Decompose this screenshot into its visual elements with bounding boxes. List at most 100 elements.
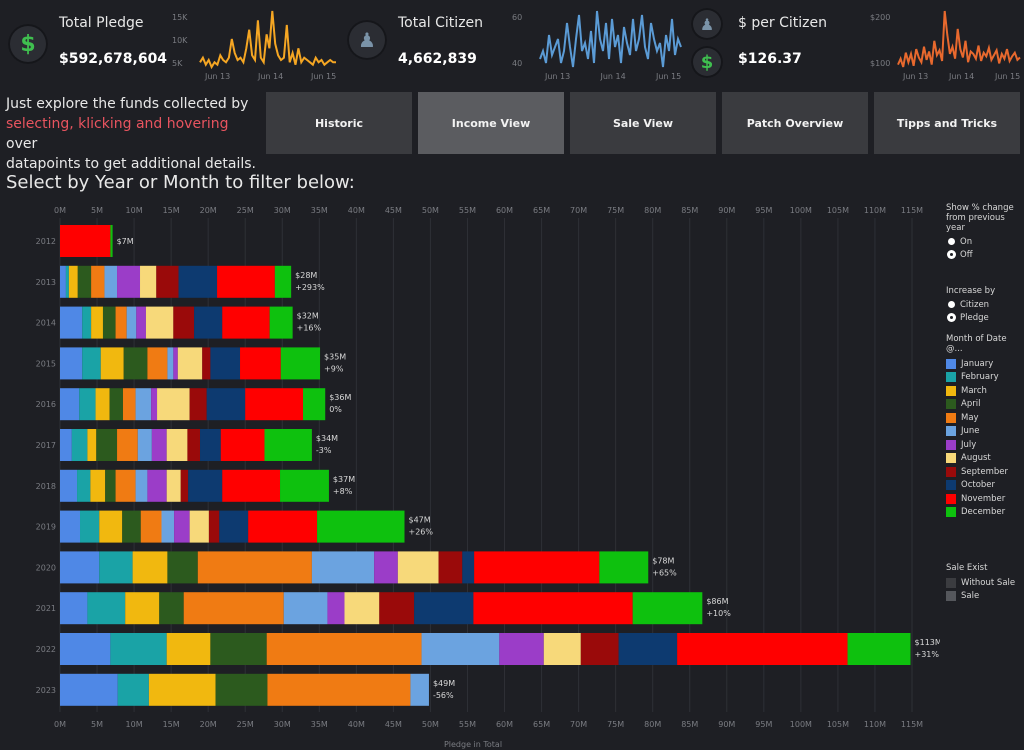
bar-segment[interactable]: [580, 633, 619, 665]
bar-segment[interactable]: [87, 592, 126, 625]
bar-segment[interactable]: [71, 429, 88, 461]
bar-segment[interactable]: [79, 388, 96, 421]
bar-segment[interactable]: [140, 510, 162, 543]
month-legend-item[interactable]: July: [946, 438, 1024, 452]
bar-segment[interactable]: [462, 551, 475, 584]
bar-segment[interactable]: [240, 347, 281, 380]
bar-segment[interactable]: [157, 388, 190, 421]
bar-segment[interactable]: [267, 673, 411, 706]
bar-segment[interactable]: [178, 265, 218, 298]
bar-segment[interactable]: [414, 592, 474, 625]
tab-sale-view[interactable]: Sale View: [570, 92, 716, 154]
sparkline-path[interactable]: [897, 10, 1021, 68]
year-label[interactable]: 2015: [36, 359, 56, 368]
bar-segment[interactable]: [60, 551, 100, 584]
month-legend-item[interactable]: June: [946, 425, 1024, 439]
month-legend-item[interactable]: February: [946, 371, 1024, 385]
pledge-sparkline[interactable]: 15K 10K 5K Jun 13 Jun 14 Jun 15: [170, 5, 340, 81]
bar-segment[interactable]: [60, 510, 81, 543]
month-legend-item[interactable]: March: [946, 384, 1024, 398]
bar-segment[interactable]: [151, 388, 158, 421]
bar-segment[interactable]: [194, 306, 223, 339]
bar-segment[interactable]: [222, 306, 270, 339]
bar-segment[interactable]: [122, 388, 136, 421]
kpi-total-pledge[interactable]: $ Total Pledge $592,678,604 15K 10K 5K Jun …: [0, 0, 340, 90]
bar-segment[interactable]: [105, 469, 116, 502]
year-label[interactable]: 2023: [36, 686, 56, 695]
bar-segment[interactable]: [104, 265, 118, 298]
bar-segment[interactable]: [60, 469, 78, 502]
bar-segment[interactable]: [167, 347, 174, 380]
bar-segment[interactable]: [311, 551, 375, 584]
sparkline-path[interactable]: [539, 10, 682, 68]
year-label[interactable]: 2012: [36, 237, 56, 246]
pct-option-on[interactable]: On: [948, 235, 1024, 248]
bar-segment[interactable]: [217, 265, 275, 298]
bar-segment[interactable]: [215, 673, 268, 706]
year-label[interactable]: 2013: [36, 278, 56, 287]
bar-segment[interactable]: [68, 265, 78, 298]
bar-segment[interactable]: [847, 633, 911, 665]
year-label[interactable]: 2019: [36, 523, 56, 532]
bar-segment[interactable]: [274, 265, 292, 298]
bar-segment[interactable]: [145, 306, 174, 339]
increase-option-citizen[interactable]: Citizen: [948, 298, 995, 311]
bar-segment[interactable]: [99, 551, 133, 584]
bar-segment[interactable]: [189, 510, 209, 543]
bar-segment[interactable]: [60, 388, 80, 421]
bar-segment[interactable]: [222, 469, 281, 502]
bar-segment[interactable]: [187, 429, 201, 461]
bar-segment[interactable]: [269, 306, 293, 339]
bar-segment[interactable]: [177, 347, 203, 380]
bar-segment[interactable]: [180, 469, 189, 502]
year-label[interactable]: 2020: [36, 563, 56, 572]
month-legend-item[interactable]: September: [946, 465, 1024, 479]
bar-segment[interactable]: [245, 388, 304, 421]
bar-segment[interactable]: [95, 388, 110, 421]
bar-segment[interactable]: [280, 469, 329, 502]
month-legend-item[interactable]: April: [946, 398, 1024, 412]
kpi-dollar-per-citizen[interactable]: ♟ $ $ per Citizen $126.37 $200 $100 Jun 13…: [688, 0, 1024, 90]
bar-segment[interactable]: [147, 469, 167, 502]
bar-segment[interactable]: [125, 592, 160, 625]
bar-segment[interactable]: [123, 347, 148, 380]
bar-segment[interactable]: [266, 633, 422, 665]
bar-segment[interactable]: [197, 551, 312, 584]
bar-segment[interactable]: [677, 633, 848, 665]
bar-segment[interactable]: [202, 347, 211, 380]
month-legend-item[interactable]: May: [946, 411, 1024, 425]
bar-segment[interactable]: [151, 429, 167, 461]
bar-segment[interactable]: [91, 265, 105, 298]
bar-segment[interactable]: [327, 592, 345, 625]
bar-segment[interactable]: [60, 347, 83, 380]
bar-segment[interactable]: [410, 673, 429, 706]
bar-segment[interactable]: [115, 306, 127, 339]
tab-historic[interactable]: Historic: [266, 92, 412, 154]
bar-segment[interactable]: [110, 633, 167, 665]
month-legend-item[interactable]: January: [946, 357, 1024, 371]
bar-segment[interactable]: [148, 673, 216, 706]
month-legend-item[interactable]: August: [946, 452, 1024, 466]
bar-segment[interactable]: [210, 633, 267, 665]
bar-segment[interactable]: [100, 347, 124, 380]
month-legend-item[interactable]: October: [946, 479, 1024, 493]
bar-segment[interactable]: [397, 551, 439, 584]
month-legend-item[interactable]: November: [946, 492, 1024, 506]
bar-segment[interactable]: [96, 429, 118, 461]
sale-item-sale[interactable]: Sale: [946, 590, 1015, 604]
bar-segment[interactable]: [135, 469, 148, 502]
bar-segment[interactable]: [248, 510, 318, 543]
bar-segment[interactable]: [109, 388, 123, 421]
bar-segment[interactable]: [122, 510, 141, 543]
bar-segment[interactable]: [117, 265, 141, 298]
bar-segment[interactable]: [60, 673, 118, 706]
bar-segment[interactable]: [206, 388, 246, 421]
bar-segment[interactable]: [159, 592, 184, 625]
bar-segment[interactable]: [60, 429, 72, 461]
bar-segment[interactable]: [264, 429, 312, 461]
bar-segment[interactable]: [283, 592, 328, 625]
bar-segment[interactable]: [189, 388, 207, 421]
year-label[interactable]: 2014: [36, 319, 56, 328]
bar-segment[interactable]: [140, 265, 157, 298]
bar-segment[interactable]: [210, 347, 241, 380]
